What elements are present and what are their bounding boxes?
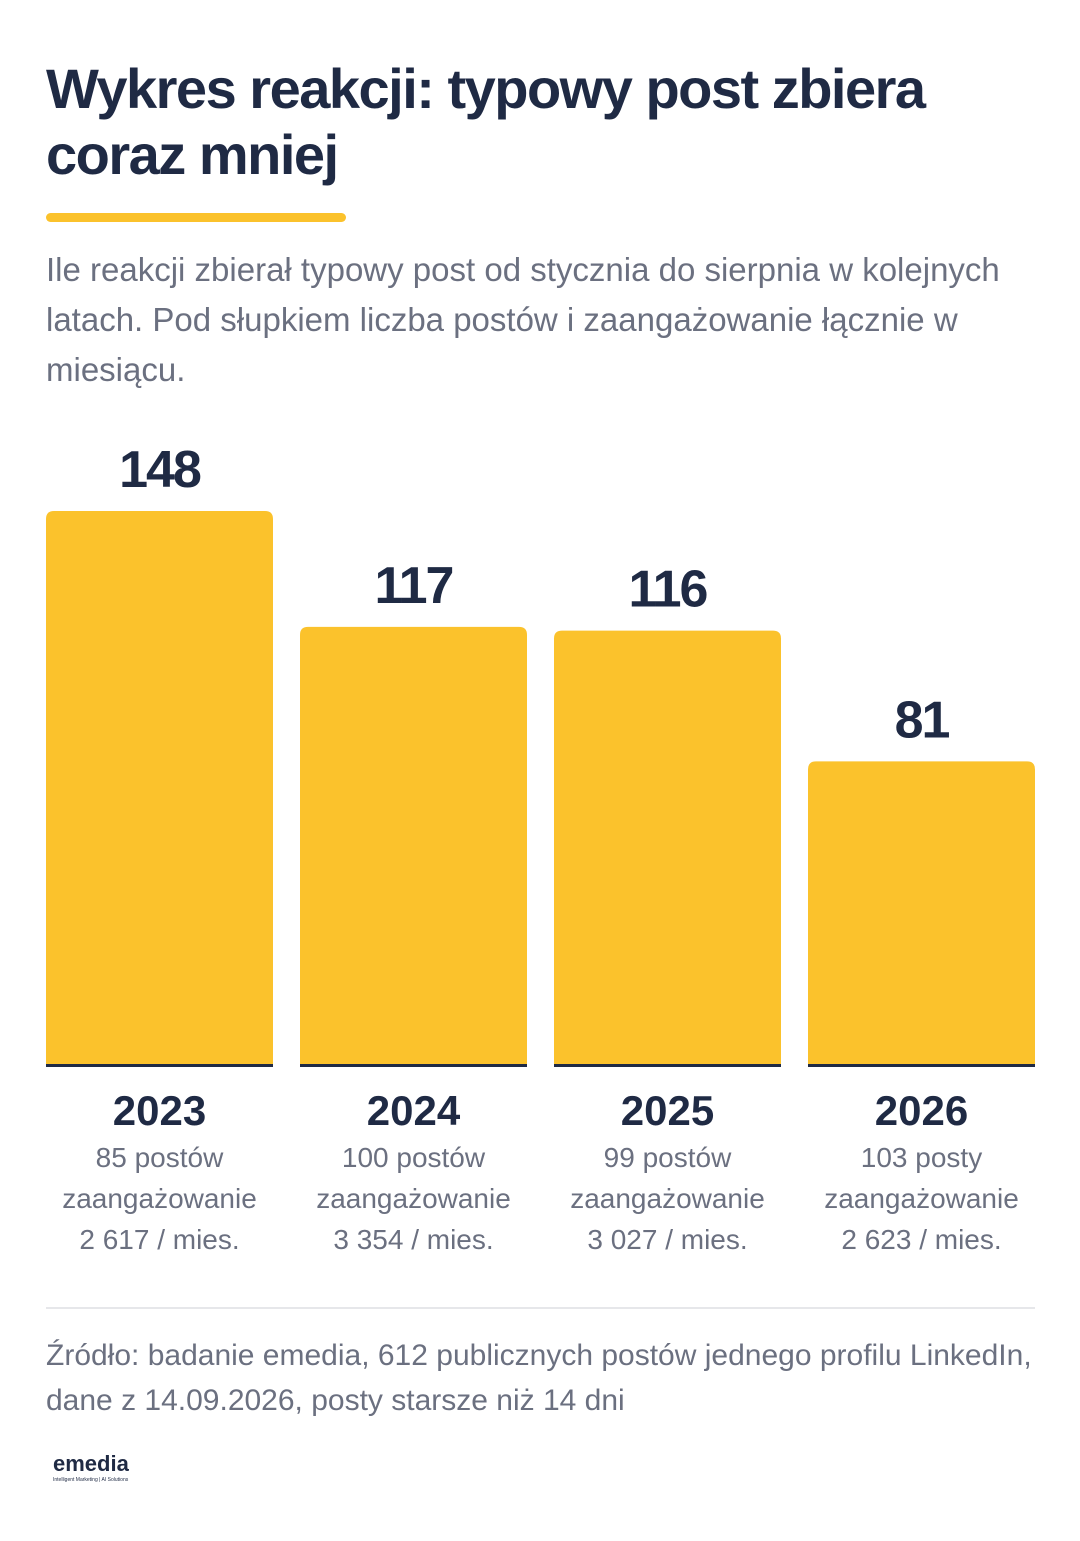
category-label: 2025 — [620, 1087, 715, 1134]
engagement-value: 2 617 / mies. — [79, 1224, 240, 1255]
post-count: 99 postów — [603, 1142, 732, 1173]
emedia-logo: emedia Intelligent Marketing | AI Soluti… — [53, 1452, 129, 1484]
post-count: 100 postów — [341, 1142, 486, 1173]
engagement-value: 3 354 / mies. — [333, 1224, 494, 1255]
baseline-2025 — [554, 1064, 781, 1067]
data-label-2025: 116 — [629, 561, 708, 619]
logo-name: emedia — [53, 1451, 129, 1476]
column-label-2023: 2023 85 postów zaangażowanie 2 617 / mie… — [46, 1085, 273, 1260]
engagement-value: 2 623 / mies. — [841, 1224, 1002, 1255]
baseline-2023 — [46, 1064, 273, 1067]
title-accent-bar — [46, 213, 346, 222]
footer-divider — [46, 1307, 1035, 1309]
data-label-2024: 117 — [375, 557, 453, 615]
post-count: 103 posty — [860, 1142, 983, 1173]
bar-chart: 148 117 116 81 — [46, 441, 1035, 1067]
chart-subtitle: Ile reakcji zbierał typowy post od stycz… — [46, 251, 1000, 388]
column-label-2025: 2025 99 postów zaangażowanie 3 027 / mie… — [554, 1085, 781, 1260]
bar-2025 — [554, 630, 781, 1064]
chart-title: Wykres reakcji: typowy post zbiera coraz… — [46, 57, 926, 186]
engagement-label: zaangażowanie — [316, 1183, 511, 1214]
engagement-label: zaangażowanie — [62, 1183, 257, 1214]
category-label: 2026 — [874, 1087, 969, 1134]
engagement-value: 3 027 / mies. — [587, 1224, 748, 1255]
logo-tagline: Intelligent Marketing | AI Solutions — [53, 1477, 129, 1483]
bar-2024 — [300, 626, 527, 1064]
baseline-2024 — [300, 1064, 527, 1067]
engagement-label: zaangażowanie — [824, 1183, 1019, 1214]
data-label-2026: 81 — [895, 691, 950, 749]
post-count: 85 postów — [95, 1142, 224, 1173]
source-note: Źródło: badanie emedia, 612 publicznych … — [46, 1339, 1032, 1417]
baseline-2026 — [808, 1064, 1035, 1067]
column-label-2026: 2026 103 posty zaangażowanie 2 623 / mie… — [808, 1085, 1035, 1260]
category-label: 2023 — [112, 1087, 207, 1134]
category-label: 2024 — [366, 1087, 461, 1134]
bar-2026 — [808, 761, 1035, 1064]
engagement-label: zaangażowanie — [570, 1183, 765, 1214]
data-label-2023: 148 — [119, 441, 201, 499]
column-label-2024: 2024 100 postów zaangażowanie 3 354 / mi… — [300, 1085, 527, 1260]
bar-2023 — [46, 511, 273, 1064]
